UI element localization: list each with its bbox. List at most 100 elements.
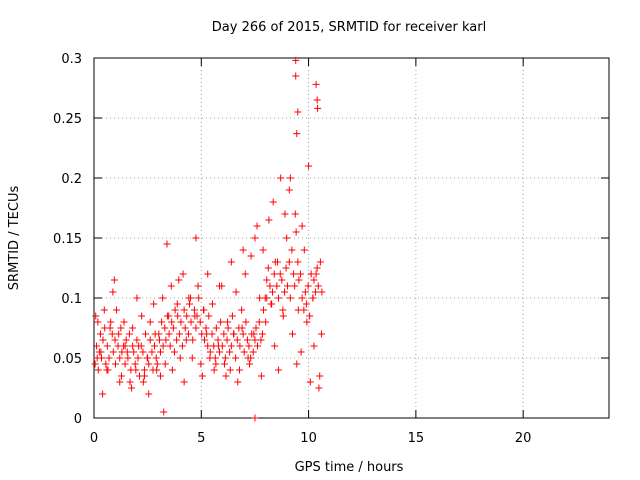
data-point [301, 288, 309, 296]
data-point [318, 288, 326, 296]
data-point [233, 336, 241, 344]
data-point [204, 342, 212, 350]
x-axis-label: GPS time / hours [295, 460, 404, 475]
data-point [263, 294, 271, 302]
data-point [109, 348, 117, 356]
data-point [192, 234, 200, 242]
data-point [303, 318, 311, 326]
data-point [109, 288, 117, 296]
data-point [194, 282, 202, 290]
data-point [236, 342, 244, 350]
axis-ticks [93, 57, 609, 419]
data-point [189, 336, 197, 344]
data-point [100, 306, 108, 314]
data-point [113, 306, 121, 314]
x-tick-label: 5 [197, 431, 205, 446]
data-point [304, 282, 312, 290]
data-point [93, 342, 101, 350]
data-point [253, 222, 261, 230]
data-point [204, 270, 212, 278]
data-point [191, 312, 199, 320]
data-point [294, 306, 302, 314]
data-point [122, 336, 130, 344]
data-point [162, 336, 170, 344]
data-point [265, 216, 273, 224]
data-point [292, 72, 300, 80]
data-point [123, 348, 131, 356]
data-point [181, 324, 189, 332]
data-point [105, 354, 113, 362]
data-point [198, 372, 206, 380]
data-point [121, 342, 129, 350]
data-point [257, 372, 265, 380]
data-point [279, 306, 287, 314]
data-point [313, 264, 321, 272]
data-point [254, 342, 262, 350]
data-point [168, 318, 176, 326]
data-point [94, 366, 102, 374]
data-point [201, 336, 209, 344]
data-point [220, 330, 228, 338]
data-point [222, 372, 230, 380]
data-point [187, 294, 195, 302]
data-point [223, 318, 231, 326]
data-point [246, 360, 254, 368]
data-point [312, 80, 320, 88]
data-point [216, 282, 224, 290]
x-tick-label: 20 [515, 431, 532, 446]
data-point [192, 324, 200, 332]
data-point [227, 258, 235, 266]
data-point [168, 366, 176, 374]
data-point [310, 342, 318, 350]
data-point [284, 282, 292, 290]
data-point [146, 336, 154, 344]
data-point [125, 330, 133, 338]
data-point [258, 330, 266, 338]
data-point [102, 360, 110, 368]
data-point [159, 342, 167, 350]
y-tick-label: 0.15 [53, 232, 82, 247]
data-point [202, 324, 210, 332]
x-tick-label: 10 [300, 431, 317, 446]
data-point [238, 324, 246, 332]
data-point [106, 324, 114, 332]
data-point [180, 306, 188, 314]
y-tick-label: 0.1 [61, 292, 82, 307]
data-points [91, 56, 326, 422]
data-point [180, 378, 188, 386]
data-point [292, 56, 300, 64]
data-point [259, 246, 267, 254]
data-point [298, 222, 306, 230]
data-point [290, 270, 298, 278]
data-point [148, 348, 156, 356]
data-point [177, 318, 185, 326]
data-point [288, 246, 296, 254]
y-tick-label: 0.2 [61, 172, 82, 187]
chart-title: Day 266 of 2015, SRMTID for receiver kar… [212, 20, 486, 35]
data-point [99, 390, 107, 398]
data-point [294, 258, 302, 266]
data-point [262, 318, 270, 326]
data-point [124, 354, 132, 362]
data-point [234, 378, 242, 386]
data-point [132, 366, 140, 374]
data-point [117, 372, 125, 380]
data-point [212, 360, 220, 368]
data-point [221, 354, 229, 362]
data-point [195, 294, 203, 302]
data-point [228, 312, 236, 320]
data-point [251, 234, 259, 242]
data-point [294, 108, 302, 116]
data-point [138, 312, 146, 320]
data-point [130, 348, 138, 356]
data-point [273, 282, 281, 290]
x-tick-label: 0 [90, 431, 98, 446]
data-point [174, 312, 182, 320]
data-point [305, 162, 313, 170]
data-point [111, 360, 119, 368]
data-point [214, 336, 222, 344]
data-point [139, 378, 147, 386]
data-point [281, 288, 289, 296]
data-point [245, 342, 253, 350]
data-point [247, 252, 255, 260]
